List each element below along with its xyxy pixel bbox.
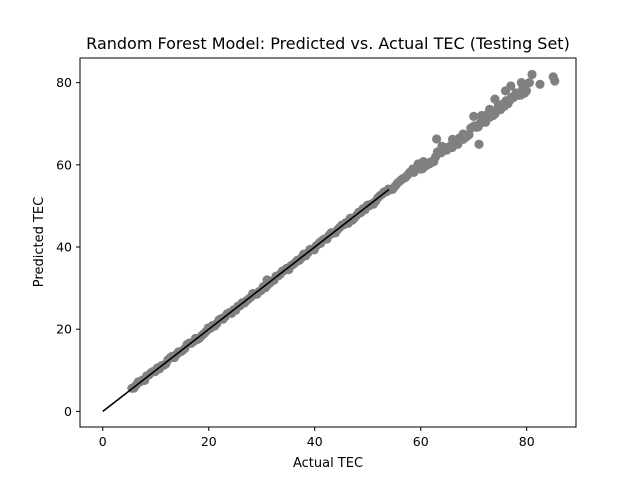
data-point [408, 164, 418, 174]
plot-frame [79, 57, 577, 428]
points-layer [127, 69, 560, 393]
line-layer [102, 188, 390, 413]
data-point [485, 104, 495, 114]
x-axis-label: Actual TEC [293, 456, 363, 471]
x-tick-label: 40 [307, 434, 323, 449]
data-point [458, 129, 468, 139]
reference-line [102, 188, 390, 413]
x-tick-label: 20 [201, 434, 217, 449]
x-tick-label: 60 [413, 434, 429, 449]
data-point [432, 134, 442, 144]
chart-title: Random Forest Model: Predicted vs. Actua… [86, 34, 570, 53]
x-tick-label: 0 [99, 434, 107, 449]
data-point [524, 78, 534, 88]
data-point [527, 69, 537, 80]
y-axis-label: Predicted TEC [32, 197, 47, 287]
data-point [506, 81, 516, 91]
data-point [474, 139, 484, 149]
y-tick-label: 80 [56, 75, 72, 90]
x-tick-label: 80 [519, 434, 535, 449]
data-point [447, 134, 458, 144]
y-tick-label: 0 [64, 404, 72, 419]
data-point [535, 79, 545, 89]
y-tick-label: 60 [56, 157, 72, 172]
data-point [477, 110, 487, 121]
data-point [469, 111, 479, 121]
y-tick-label: 40 [56, 240, 72, 255]
data-point [437, 141, 447, 151]
data-point [516, 78, 527, 88]
data-point [550, 76, 560, 86]
x-axis: 0 20 40 60 80 [99, 427, 535, 449]
y-tick-label: 20 [56, 322, 72, 337]
y-axis: 0 20 40 60 80 [56, 75, 80, 419]
data-point [521, 86, 532, 96]
data-point [511, 88, 521, 98]
data-point [490, 94, 500, 104]
